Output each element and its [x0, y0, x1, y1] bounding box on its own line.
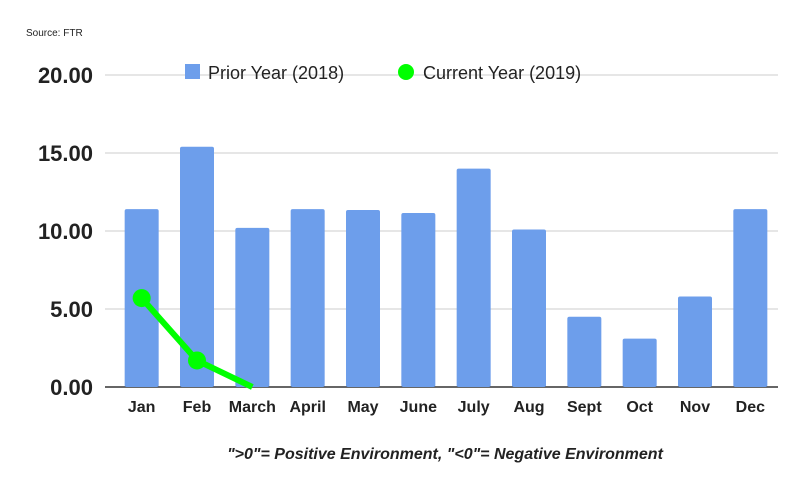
x-tick-label: Aug [513, 399, 544, 416]
x-tick-label: March [229, 399, 276, 416]
legend-label-prior-year: Prior Year (2018) [208, 63, 344, 83]
x-tick-label: Jan [128, 399, 156, 416]
bar-oct [622, 338, 657, 387]
bar-feb [180, 146, 214, 387]
point-jan [132, 289, 151, 308]
point-feb [188, 351, 206, 370]
legend-swatch-prior-year [185, 64, 200, 79]
x-tick-label: Dec [736, 399, 765, 416]
bar-march [235, 227, 270, 387]
bar-aug [512, 229, 546, 387]
source-label: Source: FTR [26, 28, 83, 39]
y-tick-label: 20.00 [38, 63, 93, 88]
y-tick-label: 15.00 [38, 141, 93, 166]
bar-dec [733, 209, 768, 387]
bar-june [401, 213, 436, 387]
bar-april [290, 209, 325, 387]
bar-may [346, 209, 380, 387]
x-tick-label: Oct [626, 399, 653, 416]
bar-sept [567, 316, 602, 387]
y-tick-label: 5.00 [50, 297, 93, 322]
x-tick-label: July [458, 399, 490, 416]
x-tick-label: April [289, 399, 325, 416]
footnote: ">0"= Positive Environment, "<0"= Negati… [227, 446, 663, 463]
bar-july [456, 168, 491, 387]
legend-label-current-year: Current Year (2019) [423, 63, 581, 83]
x-tick-label: May [347, 399, 378, 416]
legend-swatch-current-year [398, 64, 414, 80]
x-tick-label: June [400, 399, 437, 416]
x-tick-label: Feb [183, 399, 212, 416]
y-tick-label: 10.00 [38, 219, 93, 244]
x-tick-label: Sept [567, 399, 602, 416]
bar-nov [678, 296, 712, 387]
y-tick-label: 0.00 [50, 375, 93, 400]
x-tick-label: Nov [680, 399, 710, 416]
